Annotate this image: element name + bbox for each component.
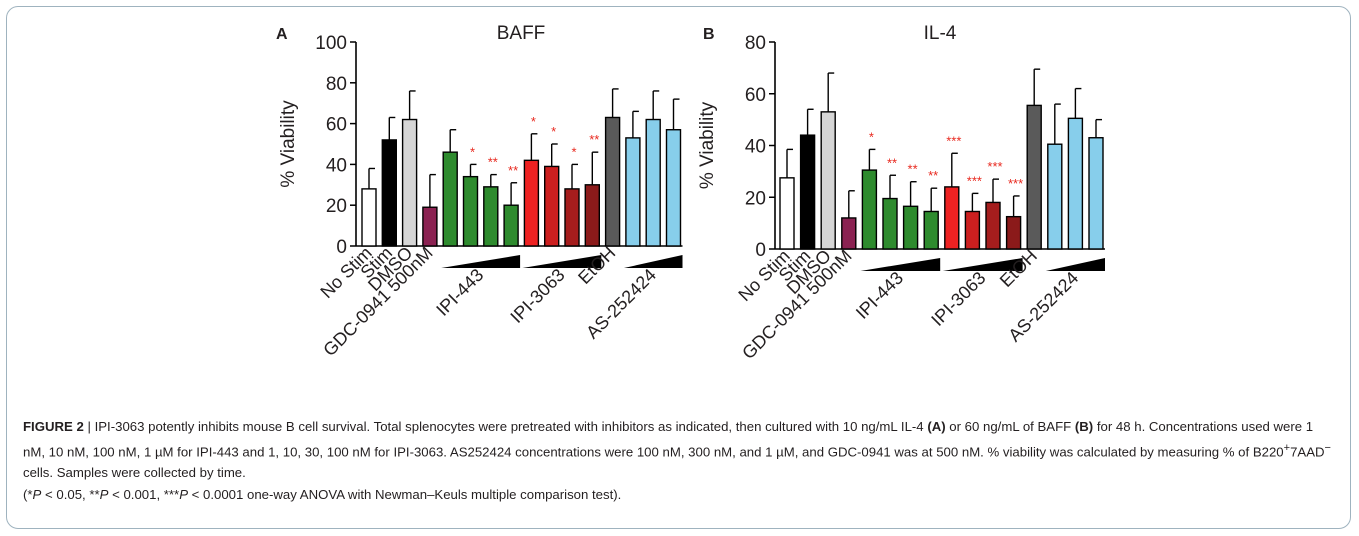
significance-marker: **: [887, 155, 897, 170]
bar-12: [1005, 215, 1022, 250]
y-tick-label: 40: [745, 137, 766, 158]
y-tick-label: 40: [326, 155, 347, 176]
significance-marker: *: [551, 124, 556, 139]
dose-triangle: [441, 255, 521, 268]
dose-triangle: [1045, 258, 1105, 271]
caption-sup-plus: +: [1283, 441, 1291, 454]
significance-marker: *: [869, 129, 874, 144]
bar-2: [381, 139, 397, 247]
significance-marker: ***: [946, 133, 961, 148]
bar-8: [503, 204, 519, 247]
bar-1: [779, 177, 795, 250]
caption-stat-2: < 0.05, **: [41, 486, 100, 502]
caption-ref-b: (B): [1074, 419, 1094, 434]
bar-9: [523, 159, 540, 247]
significance-marker: ***: [1008, 176, 1023, 191]
y-tick-label: 80: [326, 74, 347, 95]
y-tick-label: 100: [315, 33, 347, 54]
bar-12: [584, 184, 600, 247]
caption-stat-4: < 0.0001 one-way ANOVA with Newman–Keuls…: [187, 486, 622, 502]
y-axis-label: % Viability: [697, 101, 718, 189]
x-tick-label: IPI-3063: [506, 265, 568, 327]
dose-triangle: [623, 255, 683, 268]
chart-title: IL-4: [924, 23, 957, 44]
figure-caption: FIGURE 2 | IPI-3063 potently inhibits mo…: [23, 416, 1338, 505]
significance-marker: **: [488, 155, 498, 170]
significance-marker: ***: [987, 159, 1002, 174]
chart-title: BAFF: [497, 23, 546, 44]
caption-ref-a: (A): [927, 419, 946, 434]
bar-16: [665, 129, 682, 247]
significance-marker: **: [589, 132, 599, 147]
bar-1: [361, 188, 377, 247]
bar-14: [1047, 143, 1063, 250]
caption-stat-3: < 0.001, ***: [108, 486, 180, 502]
chart-panel-a: A BAFF% Viability020406080100**********No…: [276, 23, 683, 360]
bar-14: [625, 137, 641, 247]
bar-4: [422, 206, 438, 247]
bar-13: [1026, 104, 1042, 250]
bar-8: [923, 210, 939, 250]
dose-triangle: [522, 255, 602, 268]
bar-13: [604, 116, 621, 247]
panel-label: B: [703, 26, 715, 43]
caption-text-2: or 60 ng/mL of BAFF: [945, 419, 1075, 434]
figure-charts: A BAFF% Viability020406080100**********No…: [276, 23, 1105, 363]
bar-5: [861, 169, 878, 250]
panel-label: A: [276, 26, 288, 43]
significance-marker: **: [908, 162, 918, 177]
bar-7: [902, 205, 919, 250]
y-tick-label: 80: [745, 33, 766, 54]
figure-label: FIGURE 2: [23, 419, 84, 434]
bar-3: [820, 111, 836, 250]
bar-3: [401, 118, 418, 247]
caption-p-3: P: [179, 486, 188, 502]
dose-triangle: [942, 258, 1023, 271]
significance-marker: **: [928, 168, 938, 183]
bar-10: [964, 210, 981, 250]
dose-triangle: [860, 258, 941, 271]
y-tick-label: 60: [745, 85, 766, 106]
caption-sup-minus: −: [1324, 441, 1331, 454]
bar-4: [841, 217, 857, 250]
caption-text-5: cells. Samples were collected by time.: [23, 465, 246, 481]
y-tick-label: 60: [326, 115, 347, 136]
caption-p-1: P: [32, 486, 42, 502]
bar-6: [882, 197, 898, 250]
significance-marker: ***: [967, 173, 982, 188]
x-tick-label: IPI-443: [852, 268, 907, 323]
bar-7: [483, 186, 499, 247]
bar-9: [944, 186, 960, 250]
caption-text-4: 7AAD: [1290, 443, 1325, 459]
bar-5: [442, 151, 458, 247]
caption-text-3: for 48 h. Concentrations used were 1 nM,…: [23, 419, 1314, 459]
bar-15: [1067, 117, 1084, 250]
y-axis-label: % Viability: [278, 100, 299, 188]
significance-marker: **: [508, 163, 518, 178]
y-tick-label: 20: [326, 196, 347, 217]
x-tick-label: IPI-3063: [927, 268, 989, 330]
bar-11: [985, 201, 1001, 250]
bar-10: [544, 165, 560, 247]
significance-marker: *: [531, 114, 536, 129]
significance-marker: *: [470, 144, 475, 159]
bar-11: [564, 188, 580, 247]
y-tick-label: 0: [336, 237, 347, 258]
y-tick-label: 20: [745, 188, 766, 209]
x-tick-label: IPI-443: [432, 265, 487, 320]
caption-separator: |: [83, 419, 95, 434]
caption-stat-1: (*: [23, 486, 33, 502]
bar-16: [1088, 137, 1104, 250]
bar-15: [645, 118, 661, 247]
y-tick-label: 0: [755, 240, 766, 261]
caption-p-2: P: [99, 486, 109, 502]
significance-marker: *: [571, 144, 576, 159]
bar-6: [462, 175, 479, 247]
bar-2: [799, 134, 816, 250]
caption-text-1: IPI-3063 potently inhibits mouse B cell …: [94, 419, 928, 434]
